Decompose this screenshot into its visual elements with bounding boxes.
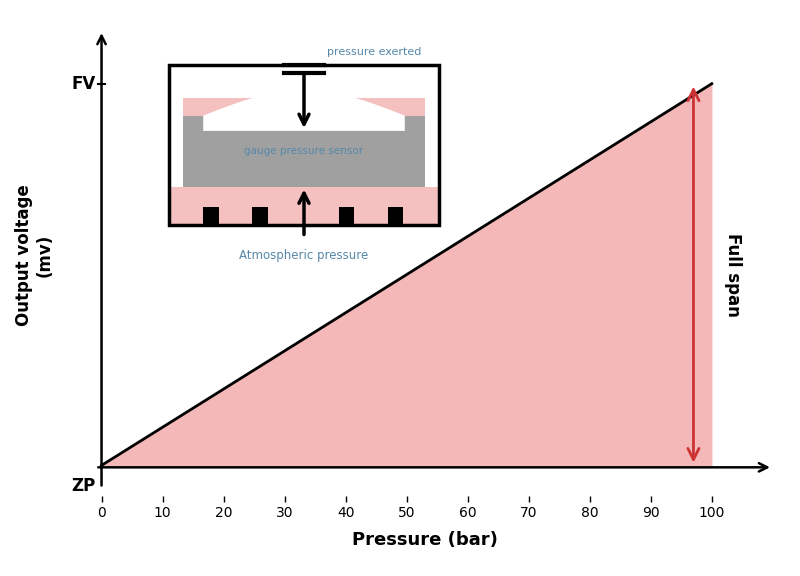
Polygon shape (169, 187, 439, 225)
Polygon shape (183, 98, 425, 131)
X-axis label: Pressure (bar): Pressure (bar) (352, 532, 498, 550)
Text: gauge pressure sensor: gauge pressure sensor (245, 146, 363, 156)
Text: FV: FV (71, 75, 95, 93)
Text: Atmospheric pressure: Atmospheric pressure (239, 249, 369, 262)
Text: Full span: Full span (724, 233, 742, 316)
Y-axis label: Output voltage
(mv): Output voltage (mv) (15, 184, 54, 327)
Polygon shape (338, 207, 354, 225)
Polygon shape (203, 207, 219, 225)
Polygon shape (183, 116, 425, 187)
Polygon shape (102, 84, 712, 465)
Text: pressure exerted: pressure exerted (327, 47, 422, 57)
Polygon shape (252, 207, 268, 225)
Text: ZP: ZP (71, 478, 95, 495)
Polygon shape (203, 90, 405, 131)
Polygon shape (387, 207, 403, 225)
